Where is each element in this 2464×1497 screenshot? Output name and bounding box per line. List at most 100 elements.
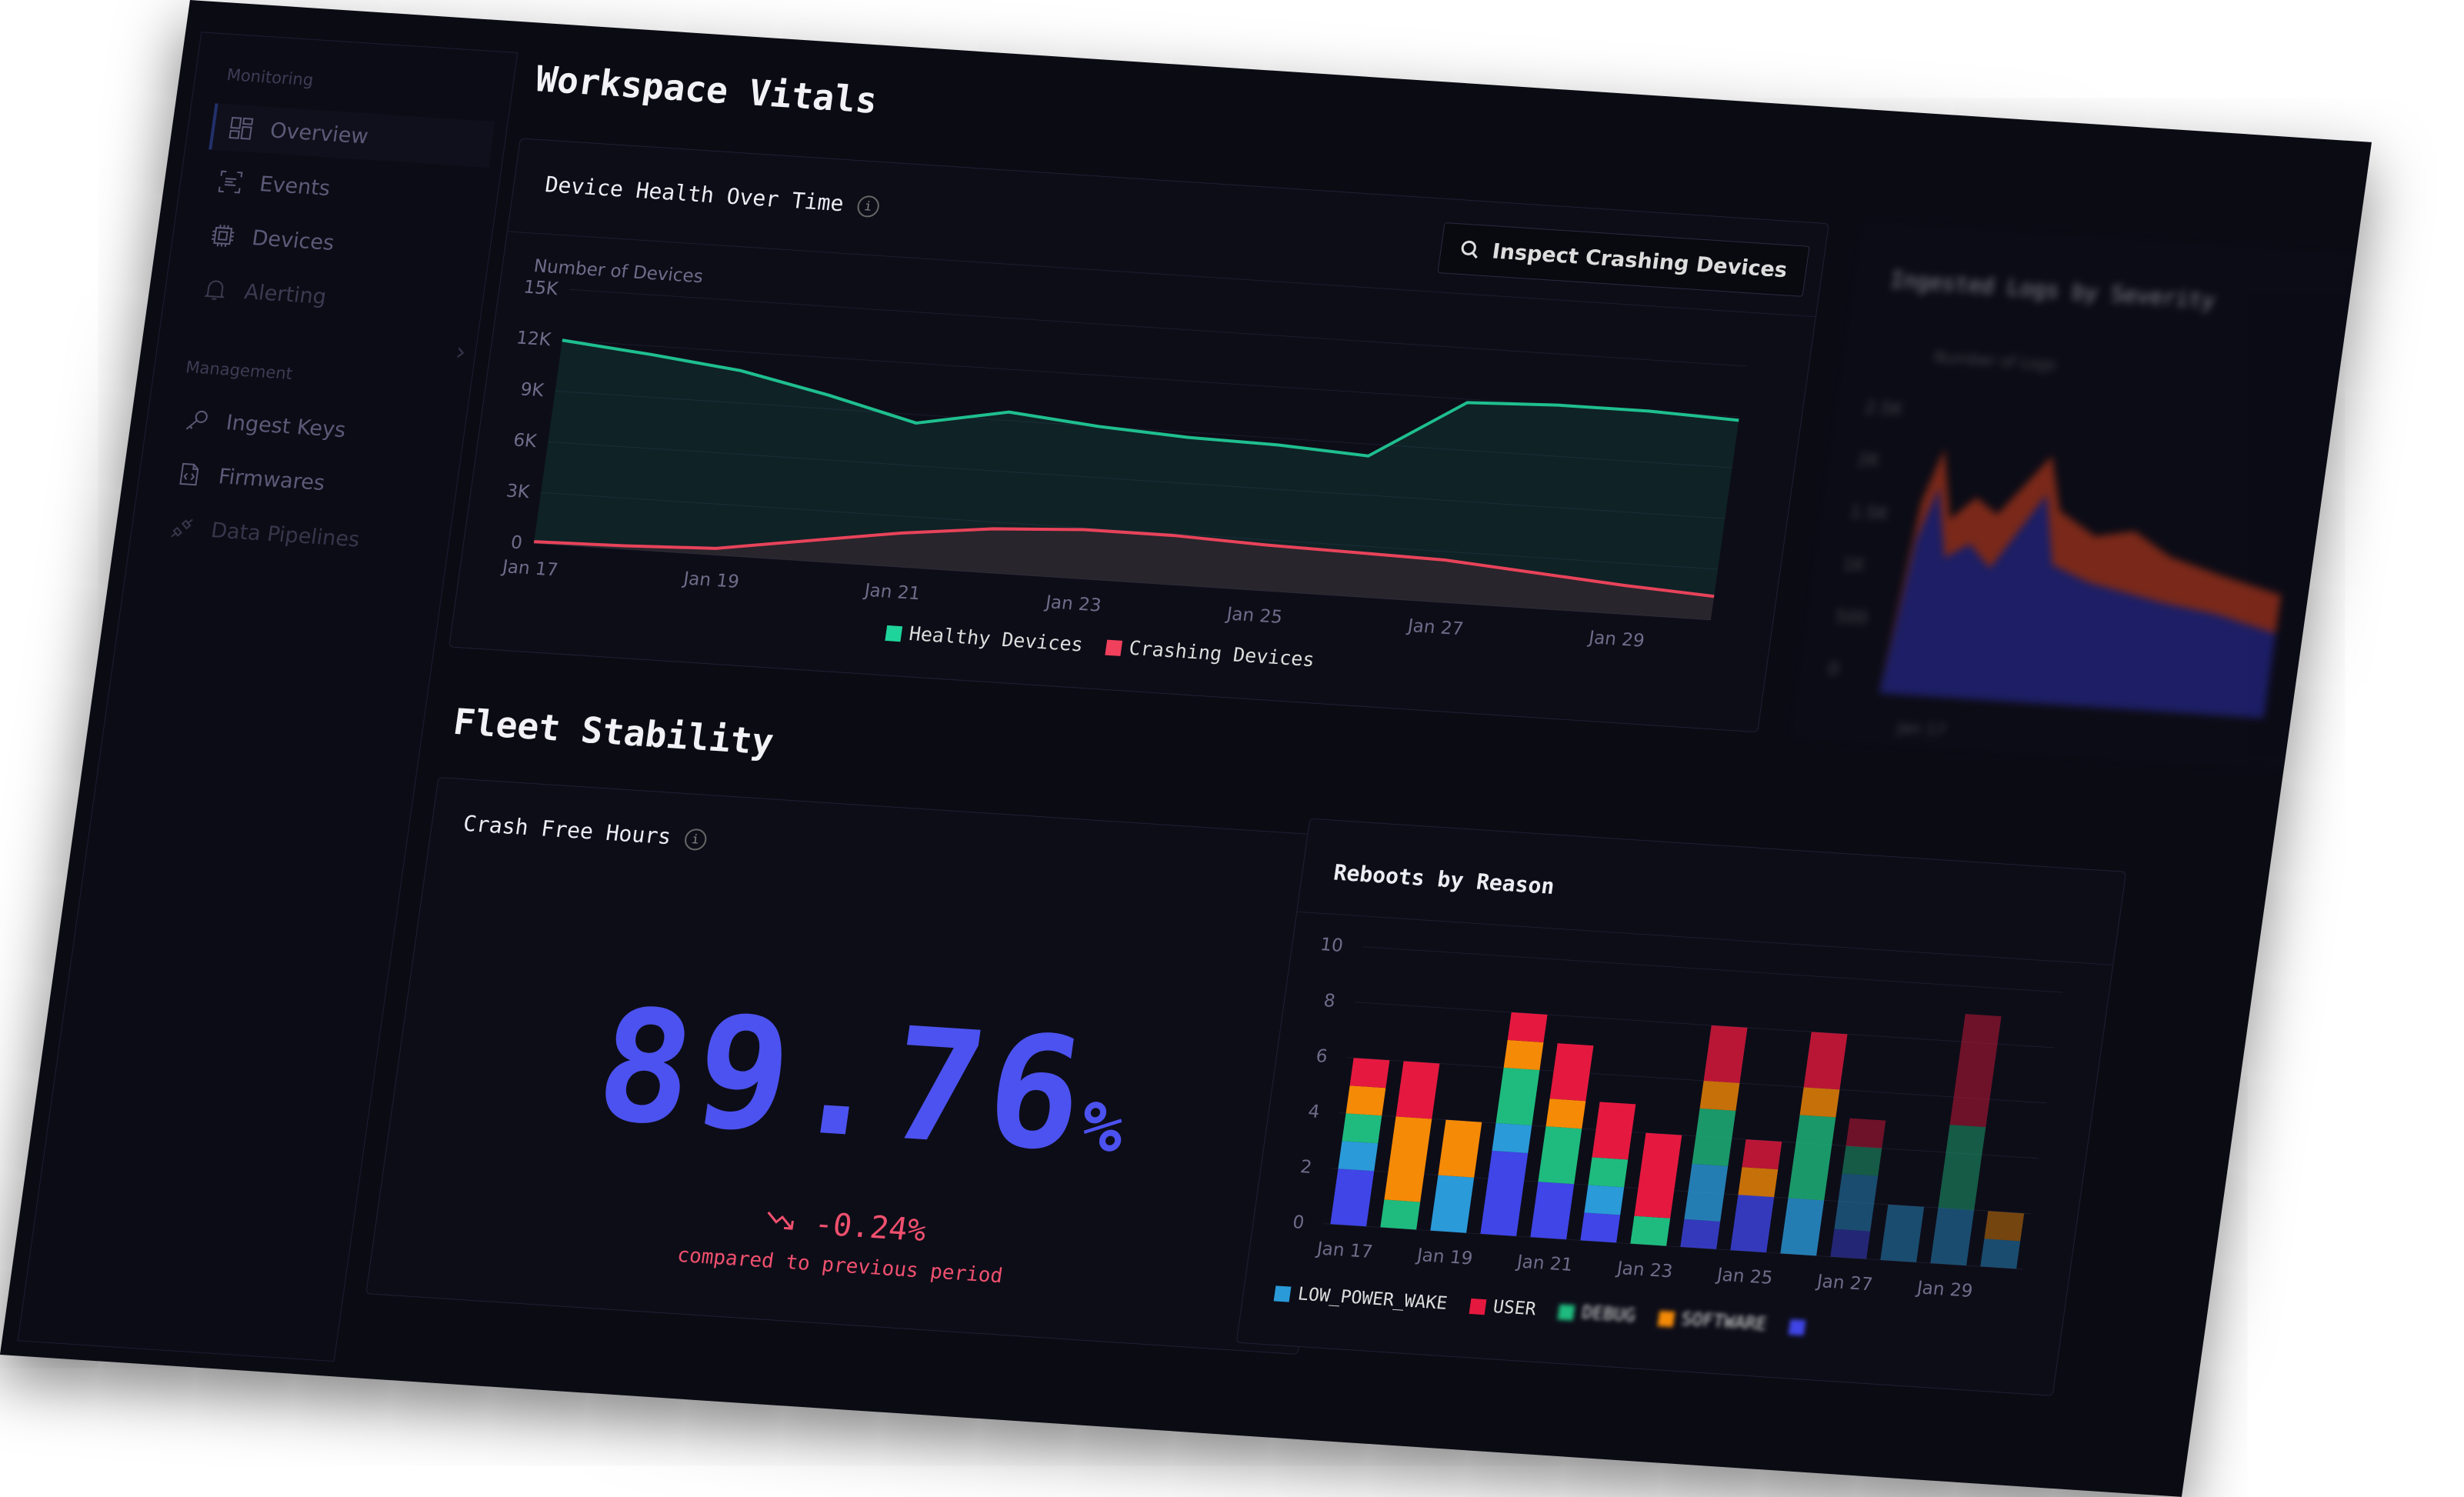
sidebar-item-overview[interactable]: Overview	[208, 103, 495, 168]
sidebar-item-ingest-keys[interactable]: Ingest Keys	[168, 395, 451, 459]
legend-swatch	[1788, 1319, 1806, 1335]
bar-segment-low_power_wake	[1834, 1173, 1879, 1232]
sidebar-item-label: Ingest Keys	[224, 410, 348, 442]
bar-segment-low_power_wake	[1430, 1175, 1475, 1233]
legend-item-crashing[interactable]: Crashing Devices	[1105, 635, 1316, 671]
bar-segment-debug	[1692, 1108, 1736, 1166]
dashboard-window: Monitoring Overview Events Devices Alert…	[0, 0, 2372, 1497]
sidebar-item-events[interactable]: Events	[201, 157, 484, 221]
legend-item[interactable]: SOFTWARE	[1657, 1308, 1768, 1335]
x-tick-label: Jan 27	[1405, 616, 1465, 640]
bar-segment-software	[1984, 1211, 2025, 1242]
bar-segment-series-0	[1830, 1229, 1871, 1259]
series-area-1	[533, 528, 1715, 621]
y-tick-label: 6	[1315, 1046, 1329, 1067]
x-tick-label: Jan 17	[1314, 1239, 1374, 1262]
bar-segment-debug	[1538, 1126, 1582, 1185]
gridline	[1354, 1002, 2055, 1049]
bar-segment-debug	[1495, 1067, 1540, 1125]
y-tick-label: 2	[1299, 1157, 1313, 1178]
series-area-0	[533, 340, 1739, 621]
x-tick-label: Jan 21	[1514, 1252, 1574, 1275]
bar-segment-software	[1503, 1039, 1544, 1070]
legend-item[interactable]	[1788, 1316, 1815, 1338]
bar-segment-low_power_wake	[1780, 1198, 1825, 1256]
bar-segment-series-0	[1580, 1212, 1621, 1243]
inspect-crashing-devices-button[interactable]: Inspect Crashing Devices	[1437, 222, 1810, 297]
sidebar-item-data-pipelines[interactable]: Data Pipelines	[152, 503, 435, 567]
bar-segment-series-0	[1530, 1182, 1575, 1240]
y-tick-label: 4	[1307, 1102, 1321, 1122]
info-icon[interactable]: i	[855, 195, 881, 218]
legend-label: USER	[1492, 1296, 1538, 1320]
sidebar-item-label: Data Pipelines	[209, 518, 362, 552]
legend-item[interactable]: USER	[1469, 1295, 1538, 1320]
y-tick-label: 15K	[522, 278, 560, 300]
sidebar-item-firmwares[interactable]: Firmwares	[160, 449, 443, 513]
bar-segment-user	[1395, 1061, 1440, 1119]
sidebar-item-label: Events	[258, 172, 332, 201]
sidebar-section-monitoring: Monitoring	[225, 65, 315, 90]
sidebar-item-label: Devices	[250, 225, 336, 255]
legend-label: SOFTWARE	[1679, 1309, 1769, 1335]
legend-swatch	[1657, 1310, 1675, 1327]
bar-segment-user	[1949, 1014, 2002, 1128]
crash-free-value: 89.76%	[586, 975, 1134, 1187]
sidebar-item-label: Alerting	[242, 279, 328, 309]
search-icon	[1461, 240, 1478, 259]
reboots-chart: 0 2 4 6 8 10 Jan 17 Jan 19 Jan 21 Jan 23 Jan 25 Jan…	[1292, 935, 2062, 1302]
legend-label: DEBUG	[1580, 1302, 1637, 1326]
legend-item[interactable]: DEBUG	[1557, 1301, 1637, 1326]
bar-segment-debug	[1788, 1115, 1836, 1201]
y-tick-label: 0	[1292, 1212, 1305, 1233]
bar-segment-debug	[1938, 1125, 1986, 1211]
bar-segment-debug	[1842, 1145, 1882, 1176]
x-tick-label: Jan 25	[1224, 604, 1284, 628]
bar-segment-series-0	[1330, 1169, 1375, 1227]
sidebar-item-label: Firmwares	[217, 464, 327, 495]
reboots-title: Reboots by Reason	[1332, 859, 1556, 900]
bar-segment-series-0	[1730, 1195, 1775, 1253]
legend-swatch	[1469, 1298, 1487, 1315]
sidebar-item-alerting[interactable]: Alerting	[186, 265, 469, 328]
series-line-healthy	[562, 338, 1739, 458]
bar-segment-user	[1592, 1102, 1636, 1160]
x-tick-label: Jan 27	[1814, 1272, 1874, 1295]
legend-item-healthy[interactable]: Healthy Devices	[885, 621, 1085, 656]
section-title-workspace-vitals: Workspace Vitals	[533, 57, 880, 122]
grid-icon	[227, 115, 255, 142]
crash-free-hours-card: Crash Free Hours i 89.76% -0.24% compared…	[365, 776, 1371, 1355]
bar-segment-low_power_wake	[1584, 1185, 1625, 1215]
legend-label: LOW_POWER_WAKE	[1296, 1284, 1449, 1314]
bell-icon	[202, 276, 229, 302]
legend-item[interactable]: LOW_POWER_WAKE	[1273, 1282, 1449, 1314]
info-icon[interactable]: i	[682, 828, 708, 852]
key-icon	[183, 407, 211, 433]
y-tick-label: 9K	[519, 379, 545, 401]
y-tick-label: 0	[509, 532, 523, 553]
x-tick-label: Jan 21	[862, 581, 922, 605]
sidebar-item-devices[interactable]: Devices	[194, 211, 477, 275]
crash-free-title: Crash Free Hours	[462, 810, 673, 850]
bar-segment-software	[1699, 1080, 1740, 1111]
bar-segment-low_power_wake	[1492, 1122, 1532, 1153]
collapse-sidebar-chevron-icon[interactable]: ›	[454, 336, 468, 367]
trending-down-icon	[767, 1211, 794, 1230]
bar-segment-user	[1703, 1025, 1748, 1083]
bar-segment-software	[1738, 1167, 1779, 1198]
bar-segment-user	[1349, 1058, 1390, 1089]
x-tick-label: Jan 23	[1614, 1259, 1674, 1282]
x-tick-label: Jan 25	[1714, 1265, 1774, 1289]
gridline	[569, 288, 1747, 367]
bar-segment-user	[1634, 1132, 1682, 1219]
sidebar: Monitoring Overview Events Devices Alert…	[17, 32, 518, 1362]
y-tick-label: 12K	[515, 328, 553, 351]
device-health-card: Device Health Over Time i Inspect Crashin…	[448, 138, 1829, 733]
bar-segment-debug	[1342, 1113, 1382, 1144]
section-title-fleet-stability: Fleet Stability	[450, 700, 776, 763]
bar-segment-software	[1438, 1119, 1482, 1178]
reboots-by-reason-card: Reboots by Reason 0 2 4 6 8 10 Jan 17 Jan 19 Jan…	[1235, 818, 2127, 1396]
device-health-title: Device Health Over Time	[543, 172, 845, 217]
bar-segment-user	[1803, 1032, 1848, 1090]
